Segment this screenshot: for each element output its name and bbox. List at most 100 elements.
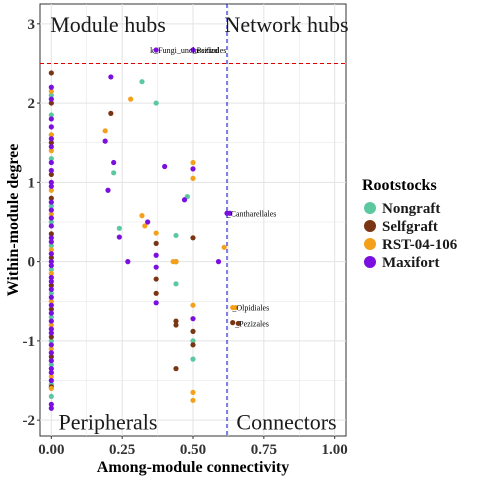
point-selfgraft — [190, 235, 196, 241]
point-maxifort — [48, 183, 54, 189]
point-maxifort — [105, 187, 111, 193]
point-maxifort — [48, 405, 54, 411]
y-tick-label: 2 — [28, 96, 36, 112]
point-maxifort — [48, 167, 54, 174]
point-maxifort — [48, 342, 54, 348]
point-maxifort — [162, 163, 168, 170]
point-maxifort — [153, 252, 159, 258]
point-maxifort — [48, 302, 54, 308]
quadrant-label: Connectors — [236, 410, 336, 435]
point-nongraft — [173, 232, 179, 239]
point-maxifort — [48, 116, 54, 122]
point-annotation: k_Fungi_unclassified — [150, 46, 219, 55]
quadrant-label: Module hubs — [50, 12, 166, 37]
point-nongraft — [139, 79, 145, 85]
point-maxifort — [125, 259, 131, 265]
point-maxifort — [108, 74, 114, 80]
point-rst-04-106 — [173, 259, 179, 265]
point-rst-04-106 — [48, 346, 54, 352]
legend-label: RST-04-106 — [382, 237, 458, 253]
point-selfgraft — [48, 255, 54, 261]
point-maxifort — [48, 215, 54, 221]
point-selfgraft — [108, 110, 114, 116]
legend-key-rst-04-106 — [364, 238, 376, 250]
point-annotation: _Pezizales — [192, 46, 227, 55]
point-maxifort — [48, 159, 54, 166]
point-maxifort — [48, 259, 54, 265]
point-selfgraft — [173, 322, 179, 328]
y-tick-label: 3 — [28, 17, 36, 33]
point-rst-04-106 — [142, 223, 148, 229]
point-selfgraft — [48, 195, 54, 201]
point-maxifort — [215, 259, 222, 265]
legend-label: Nongraft — [382, 201, 440, 217]
point-rst-04-106 — [48, 373, 54, 380]
point-maxifort — [48, 235, 54, 241]
x-tick-label: 0.00 — [38, 442, 64, 458]
point-maxifort — [48, 199, 54, 205]
data-points — [48, 47, 241, 411]
point-rst-04-106 — [190, 159, 196, 166]
point-annotation: _Cantharellales — [226, 209, 277, 218]
point-rst-04-106 — [190, 175, 196, 181]
point-selfgraft — [153, 276, 159, 282]
point-maxifort — [48, 366, 54, 372]
point-selfgraft — [173, 366, 179, 372]
point-maxifort — [48, 278, 54, 285]
point-nongraft — [48, 243, 54, 249]
point-maxifort — [48, 262, 54, 269]
point-rst-04-106 — [221, 244, 227, 250]
point-rst-04-106 — [48, 385, 54, 392]
point-selfgraft — [48, 334, 54, 340]
point-rst-04-106 — [48, 322, 54, 328]
point-maxifort — [153, 47, 159, 53]
point-rst-04-106 — [232, 304, 239, 311]
point-nongraft — [173, 281, 179, 287]
x-tick-label: 0.75 — [251, 442, 277, 458]
point-selfgraft — [48, 354, 54, 360]
legend-label: Selfgraft — [382, 219, 438, 235]
legend-key-selfgraft — [364, 220, 376, 232]
point-rst-04-106 — [48, 148, 54, 154]
point-nongraft — [48, 362, 54, 368]
point-selfgraft — [48, 70, 54, 76]
point-nongraft — [190, 356, 196, 362]
legend-key-maxifort — [364, 256, 376, 268]
point-selfgraft — [48, 231, 54, 237]
point-nongraft — [190, 338, 196, 344]
point-maxifort — [48, 318, 54, 324]
point-maxifort — [48, 369, 54, 376]
point-selfgraft — [190, 328, 196, 334]
point-maxifort — [48, 84, 54, 90]
x-axis-ticks: 0.00 0.25 0.50 0.75 1.00 — [38, 436, 348, 458]
x-tick-label: 1.00 — [322, 442, 348, 458]
point-maxifort — [48, 136, 54, 142]
point-rst-04-106 — [190, 302, 196, 308]
point-nongraft — [48, 290, 54, 296]
point-selfgraft — [48, 100, 54, 106]
y-tick-label: 0 — [28, 255, 36, 271]
point-nongraft — [48, 92, 54, 98]
point-selfgraft — [48, 171, 54, 178]
point-maxifort — [111, 159, 117, 166]
legend-key-nongraft — [364, 202, 376, 214]
point-nongraft — [116, 225, 122, 231]
point-selfgraft — [173, 318, 179, 324]
point-maxifort — [190, 166, 196, 172]
point-rst-04-106 — [139, 213, 145, 219]
point-nongraft — [48, 219, 54, 225]
point-rst-04-106 — [48, 187, 54, 193]
point-selfgraft — [48, 306, 54, 312]
point-nongraft — [48, 203, 54, 209]
x-tick-label: 0.25 — [109, 442, 135, 458]
y-tick-label: -2 — [23, 413, 36, 429]
point-maxifort — [48, 124, 54, 130]
point-nongraft — [48, 314, 54, 320]
point-maxifort — [48, 144, 54, 150]
point-nongraft — [48, 393, 54, 399]
threshold-lines — [40, 4, 346, 436]
point-maxifort — [190, 316, 196, 322]
point-rst-04-106 — [190, 397, 196, 403]
quadrant-labels: Module hubs Network hubs Peripherals Connec… — [50, 12, 348, 435]
point-maxifort — [48, 350, 54, 356]
